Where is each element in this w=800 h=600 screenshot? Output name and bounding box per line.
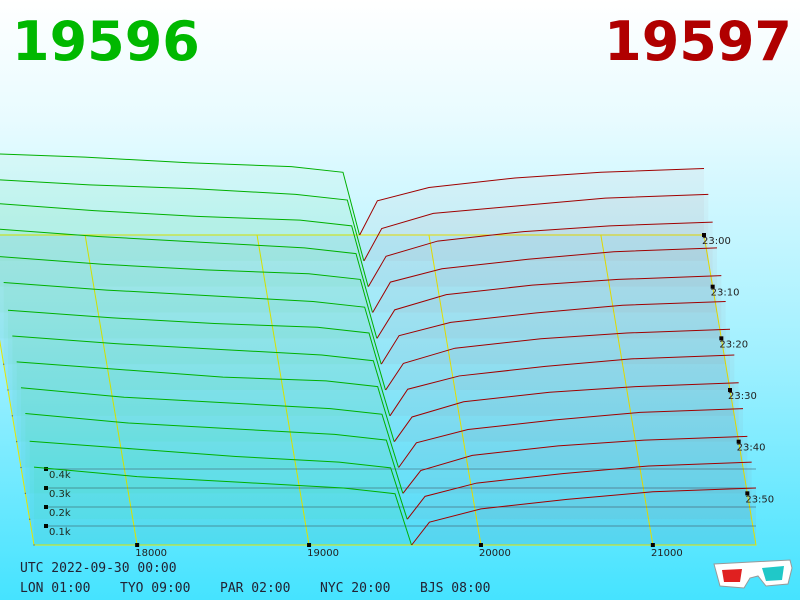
- ask-depth-line: [363, 193, 709, 262]
- z-tick-label: 23:30: [728, 391, 757, 402]
- slice-time: [29, 518, 31, 520]
- slice-time: [7, 389, 9, 391]
- slice-time: [11, 415, 13, 417]
- tick-mark: [745, 491, 750, 496]
- bid-depth-line: [12, 335, 391, 416]
- bid-depth-line: [0, 256, 378, 339]
- slice-time: [33, 544, 35, 546]
- clock: NYC 20:00: [320, 581, 390, 596]
- clock: PAR 02:00: [220, 581, 290, 596]
- ask-depth-line: [385, 328, 731, 391]
- bid-depth-line: [7, 309, 386, 391]
- ask-depth-line: [406, 461, 752, 520]
- y-tick-label: 0.4k: [49, 470, 71, 481]
- clock: TYO 09:00: [120, 581, 190, 596]
- ask-depth-line: [380, 300, 726, 365]
- grid-line: [84, 234, 138, 546]
- bid-depth-line: [25, 413, 404, 494]
- ask-depth-line: [411, 487, 757, 546]
- z-tick-label: 23:50: [745, 494, 774, 505]
- ask-depth-line: [402, 435, 748, 494]
- tick-mark: [478, 543, 483, 547]
- ask-depth-line: [367, 221, 713, 287]
- slice-time: [20, 466, 22, 469]
- tick-mark: [307, 543, 312, 547]
- tick-mark: [44, 467, 48, 471]
- tick-mark: [44, 505, 48, 509]
- bid-depth-line: [0, 228, 373, 313]
- glasses-icon: [713, 559, 793, 589]
- x-tick-label: 18000: [135, 548, 167, 559]
- ask-depth-line: [359, 168, 705, 236]
- utc-time: UTC 2022-09-30 00:00: [20, 561, 177, 576]
- bid-price: 19596: [12, 10, 200, 73]
- bid-depth-line: [0, 179, 365, 261]
- tick-mark: [650, 543, 655, 547]
- grid-line: [600, 234, 654, 546]
- slice-time: [16, 441, 18, 443]
- y-tick-label: 0.1k: [49, 527, 71, 538]
- grid-line: [256, 234, 310, 546]
- plot: 18000 19000 20000 21000 0.1k 0.2k 0.3k 0.4k 23:0…: [0, 153, 774, 559]
- ask-depth-line: [376, 275, 722, 339]
- ask-depth-line: [389, 354, 735, 417]
- tick-mark: [736, 439, 741, 444]
- ask-depth-line: [398, 408, 744, 468]
- tick-mark: [710, 284, 715, 289]
- ask-depth-line: [393, 382, 739, 442]
- x-tick-label: 19000: [307, 548, 339, 559]
- y-tick-label: 0.2k: [49, 508, 71, 519]
- tick-mark: [719, 336, 724, 341]
- bid-depth-line: [0, 203, 369, 287]
- z-tick-label: 23:20: [719, 339, 748, 350]
- slice-time: [3, 363, 5, 365]
- bid-depth-line: [16, 361, 395, 442]
- slice-time: [24, 492, 26, 494]
- y-tick-label: 0.3k: [49, 489, 71, 500]
- bid-depth-line: [0, 153, 360, 236]
- x-tick-label: 21000: [651, 548, 683, 559]
- bid-depth-line: [20, 387, 399, 468]
- clock: LON 01:00: [20, 581, 90, 596]
- z-tick-label: 23:40: [737, 443, 766, 454]
- tick-mark: [702, 233, 706, 237]
- clock: BJS 08:00: [420, 581, 490, 596]
- grid-line: [428, 234, 482, 546]
- z-tick-label: 23:10: [711, 288, 740, 299]
- bid-depth-line: [33, 466, 412, 546]
- x-tick-label: 20000: [479, 548, 511, 559]
- tick-mark: [44, 486, 48, 490]
- z-tick-label: 23:00: [702, 236, 731, 247]
- bid-depth-line: [29, 440, 408, 520]
- bid-depth-line: [3, 281, 382, 365]
- tick-mark: [728, 388, 732, 392]
- ask-price: 19597: [604, 10, 792, 73]
- tick-mark: [135, 543, 140, 547]
- ask-depth-line: [372, 247, 718, 313]
- tick-mark: [44, 524, 48, 528]
